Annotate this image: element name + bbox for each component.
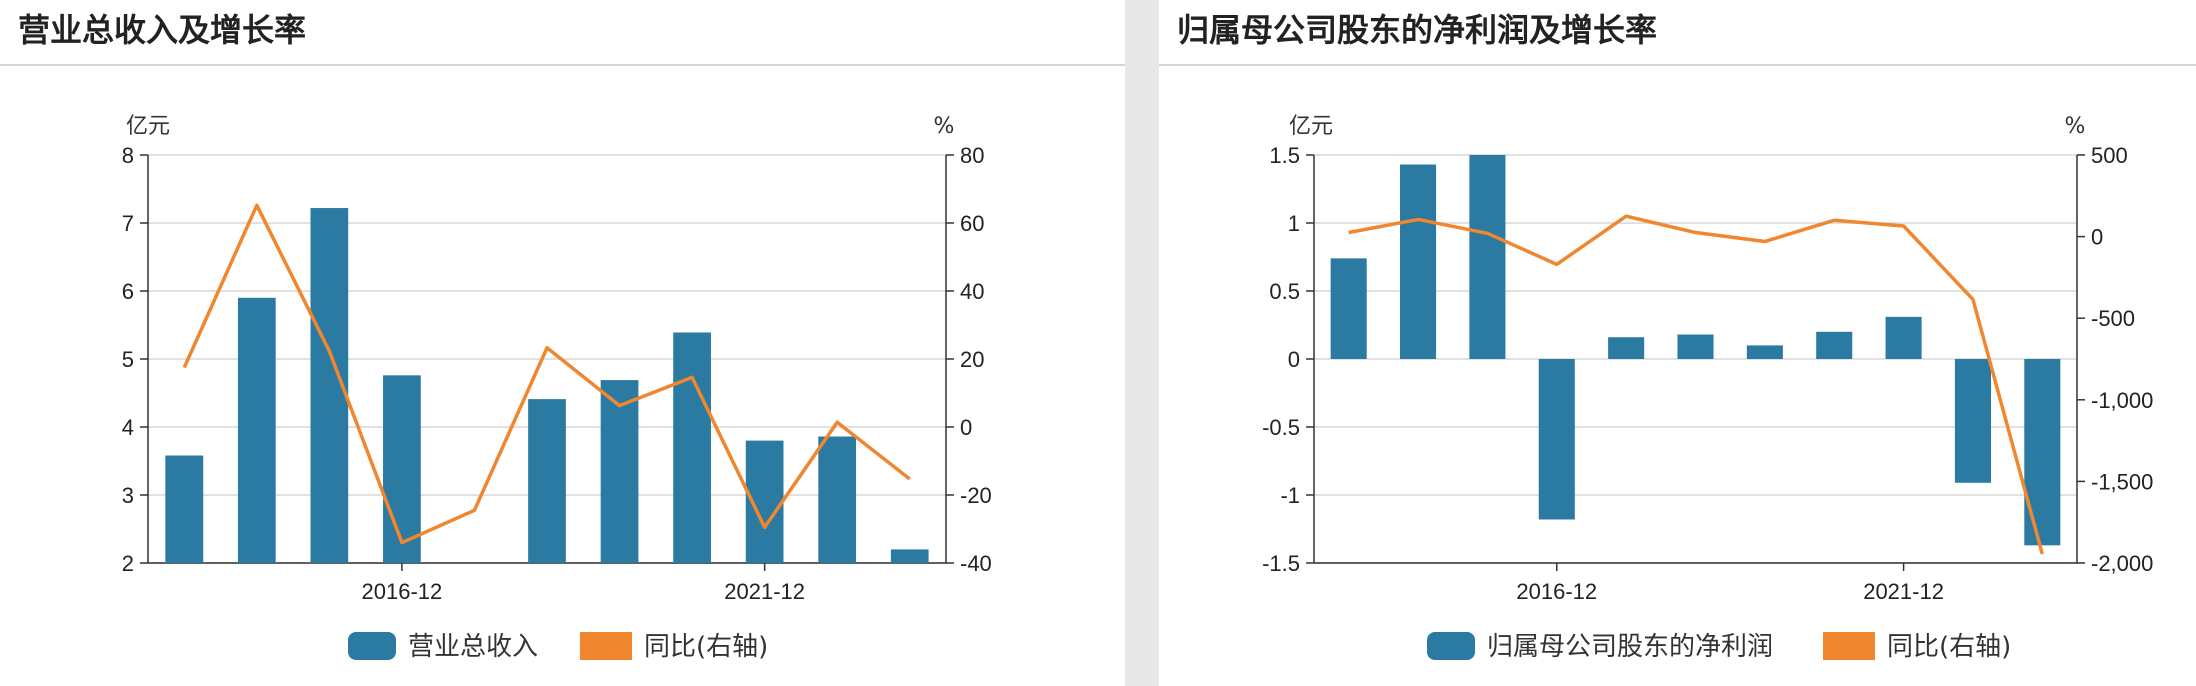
left-tick-label: 8 bbox=[122, 143, 134, 168]
right-tick-label: 0 bbox=[960, 415, 972, 440]
left-tick-label: 0 bbox=[1288, 347, 1300, 372]
bar bbox=[528, 399, 566, 563]
net-profit-chart: 1.5 1 0.5 0 -0.5 -1 -1.5 500 0 -500 -1,000 -1,500 -2… bbox=[1262, 114, 2153, 662]
title-divider bbox=[0, 64, 1125, 66]
bar bbox=[1400, 164, 1437, 359]
bar bbox=[890, 549, 929, 563]
right-tick-label: 60 bbox=[960, 211, 984, 236]
bar bbox=[2024, 359, 2061, 546]
left-tick-label: 6 bbox=[122, 279, 134, 304]
bar bbox=[1885, 316, 1922, 359]
bar bbox=[165, 455, 204, 563]
right-tick-label: -40 bbox=[960, 551, 992, 576]
right-tick-label: 0 bbox=[2091, 225, 2103, 250]
left-tick-label: 7 bbox=[122, 211, 134, 236]
bar bbox=[1608, 337, 1645, 359]
growth-line bbox=[1348, 214, 2045, 555]
left-axis-unit: 亿元 bbox=[1289, 114, 1333, 139]
right-tick-label: -500 bbox=[2091, 306, 2135, 331]
panel-title: 归属母公司股东的净利润及增长率 bbox=[1177, 11, 1658, 49]
bar bbox=[237, 297, 276, 563]
left-tick-label: -0.5 bbox=[1262, 415, 1300, 440]
right-tick-label: -1,500 bbox=[2091, 469, 2153, 494]
panel-title: 营业总收入及增长率 bbox=[18, 11, 307, 49]
x-tick-label: 2016-12 bbox=[362, 579, 443, 604]
bar bbox=[383, 375, 421, 563]
bar bbox=[1816, 331, 1853, 359]
left-axis-unit: 亿元 bbox=[126, 114, 170, 139]
left-tick-label: -1.5 bbox=[1262, 551, 1300, 576]
revenue-panel: 营业总收入及增长率 8 7 6 5 4 3 2 80 60 40 20 0 -20 -40 亿元% 2016-… bbox=[0, 11, 1125, 662]
left-tick-label: 5 bbox=[122, 347, 134, 372]
right-tick-label: 40 bbox=[960, 279, 984, 304]
bar bbox=[600, 380, 639, 563]
left-tick-label: 4 bbox=[122, 415, 134, 440]
left-tick-label: 0.5 bbox=[1269, 279, 1300, 304]
right-tick-label: -2,000 bbox=[2091, 551, 2153, 576]
x-tick-label: 2016-12 bbox=[1516, 579, 1597, 604]
legend-bar-label: 归属母公司股东的净利润 bbox=[1487, 632, 1773, 662]
legend-line-swatch bbox=[1823, 632, 1875, 660]
left-tick-label: -1 bbox=[1280, 483, 1300, 508]
legend-bar-swatch bbox=[1427, 632, 1475, 660]
bar bbox=[1469, 155, 1506, 359]
bar bbox=[1538, 359, 1575, 520]
legend-line-label: 同比(右轴) bbox=[644, 632, 768, 662]
bar bbox=[818, 436, 857, 563]
growth-line bbox=[182, 203, 911, 545]
right-tick-label: -20 bbox=[960, 483, 992, 508]
left-tick-label: 1 bbox=[1288, 211, 1300, 236]
left-tick-label: 3 bbox=[122, 483, 134, 508]
right-axis-unit: % bbox=[934, 114, 955, 139]
bar bbox=[1330, 258, 1367, 359]
x-tick-label: 2021-12 bbox=[1863, 579, 1944, 604]
right-tick-label: 80 bbox=[960, 143, 984, 168]
bar bbox=[1746, 345, 1783, 359]
title-divider bbox=[1159, 64, 2196, 66]
x-tick-label: 2021-12 bbox=[724, 579, 805, 604]
legend-bar-label: 营业总收入 bbox=[408, 632, 538, 662]
right-tick-label: 500 bbox=[2091, 143, 2128, 168]
right-tick-label: 20 bbox=[960, 347, 984, 372]
left-tick-label: 2 bbox=[122, 551, 134, 576]
right-tick-label: -1,000 bbox=[2091, 388, 2153, 413]
legend-line-label: 同比(右轴) bbox=[1887, 632, 2011, 662]
legend-bar-swatch bbox=[348, 632, 396, 660]
left-tick-label: 1.5 bbox=[1269, 143, 1300, 168]
bar bbox=[1677, 334, 1714, 359]
revenue-chart: 8 7 6 5 4 3 2 80 60 40 20 0 -20 -40 亿元 % 2016-12 2021-12 营… bbox=[122, 114, 992, 662]
bar bbox=[1954, 359, 1991, 483]
bar bbox=[673, 332, 711, 563]
legend-line-swatch bbox=[580, 632, 632, 660]
right-axis-unit: % bbox=[2065, 114, 2086, 139]
panel-divider bbox=[1125, 0, 1159, 686]
net-profit-panel: 归属母公司股东的净利润及增长率 1.5 1 0.5 0 -0.5 -1 -1.5 500 0 -5… bbox=[1159, 0, 2196, 686]
